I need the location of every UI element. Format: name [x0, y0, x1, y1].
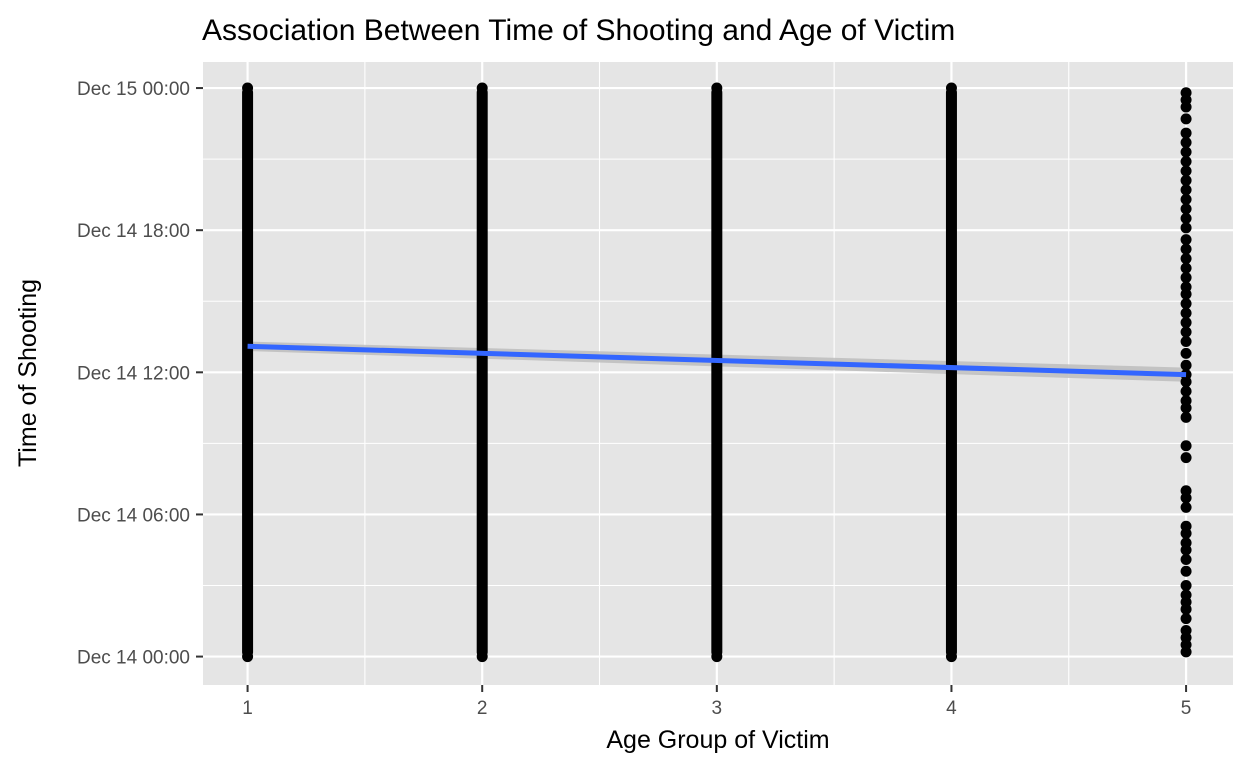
data-point: [1180, 212, 1192, 224]
data-point: [1180, 234, 1192, 246]
data-point: [1180, 613, 1192, 625]
y-axis-ticks: Dec 14 00:00 Dec 14 06:00 Dec 14 12:00 Dec …: [77, 79, 203, 669]
data-point: [1180, 589, 1192, 601]
data-point: [1180, 155, 1192, 167]
data-point: [1180, 336, 1192, 348]
data-point: [1180, 262, 1192, 274]
data-point: [1180, 137, 1192, 149]
data-point: [1180, 165, 1192, 177]
x-tick-label: 3: [712, 698, 723, 719]
y-tick-label: Dec 14 12:00: [77, 363, 190, 384]
regression-line: [247, 343, 1187, 378]
data-point: [1180, 317, 1192, 329]
data-point: [1180, 485, 1192, 497]
data-point: [1180, 113, 1192, 125]
data-point: [1180, 580, 1192, 592]
data-point: [1180, 326, 1192, 338]
trend-line: [247, 343, 1187, 378]
data-point: [1180, 359, 1192, 371]
x-tick-label: 2: [477, 698, 488, 719]
y-tick-label: Dec 14 18:00: [77, 221, 190, 242]
data-point: [1180, 87, 1192, 99]
x-axis-ticks: 1 2 3 4 5: [242, 685, 1191, 719]
data-point: [476, 651, 488, 663]
point-column-body: [945, 87, 957, 658]
point-column-2: [476, 82, 488, 663]
y-tick-label: Dec 14 00:00: [77, 648, 190, 669]
data-point: [1180, 298, 1192, 310]
data-point: [1180, 253, 1192, 265]
data-point: [1180, 385, 1192, 397]
data-point: [1180, 272, 1192, 284]
point-column-1: [242, 82, 254, 663]
data-point: [1180, 347, 1192, 359]
data-point: [1180, 452, 1192, 464]
data-points: [242, 82, 1192, 663]
data-point: [945, 82, 957, 94]
y-axis-title: Time of Shooting: [14, 279, 42, 467]
data-point: [1180, 411, 1192, 423]
y-tick-label: Dec 14 06:00: [77, 505, 190, 526]
data-point: [1180, 281, 1192, 293]
point-column-body: [476, 87, 488, 658]
x-tick-label: 1: [242, 698, 253, 719]
data-point: [1180, 553, 1192, 565]
x-axis-title: Age Group of Victim: [606, 726, 829, 754]
data-point: [1180, 520, 1192, 532]
point-column-body: [242, 87, 254, 658]
data-point: [1180, 537, 1192, 549]
data-point: [242, 82, 254, 94]
data-point: [1180, 625, 1192, 637]
data-point: [1180, 203, 1192, 215]
point-column-4: [945, 82, 957, 663]
data-point: [1180, 440, 1192, 452]
data-point: [1180, 565, 1192, 577]
data-point: [1180, 127, 1192, 139]
data-point: [1180, 501, 1192, 513]
data-point: [1180, 243, 1192, 255]
data-point: [1180, 184, 1192, 196]
data-point: [242, 651, 254, 663]
data-point: [1180, 146, 1192, 158]
data-point: [1180, 193, 1192, 205]
x-tick-label: 4: [946, 698, 957, 719]
x-tick-label: 5: [1181, 698, 1192, 719]
data-point: [711, 82, 723, 94]
data-point: [476, 82, 488, 94]
chart-title: Association Between Time of Shooting and…: [202, 14, 955, 47]
point-column-body: [711, 87, 723, 658]
data-point: [945, 651, 957, 663]
data-point: [1180, 307, 1192, 319]
data-point: [711, 651, 723, 663]
data-point: [1180, 222, 1192, 234]
data-point: [1180, 395, 1192, 407]
point-column-3: [711, 82, 723, 663]
data-point: [1180, 174, 1192, 186]
y-tick-label: Dec 15 00:00: [77, 79, 190, 100]
